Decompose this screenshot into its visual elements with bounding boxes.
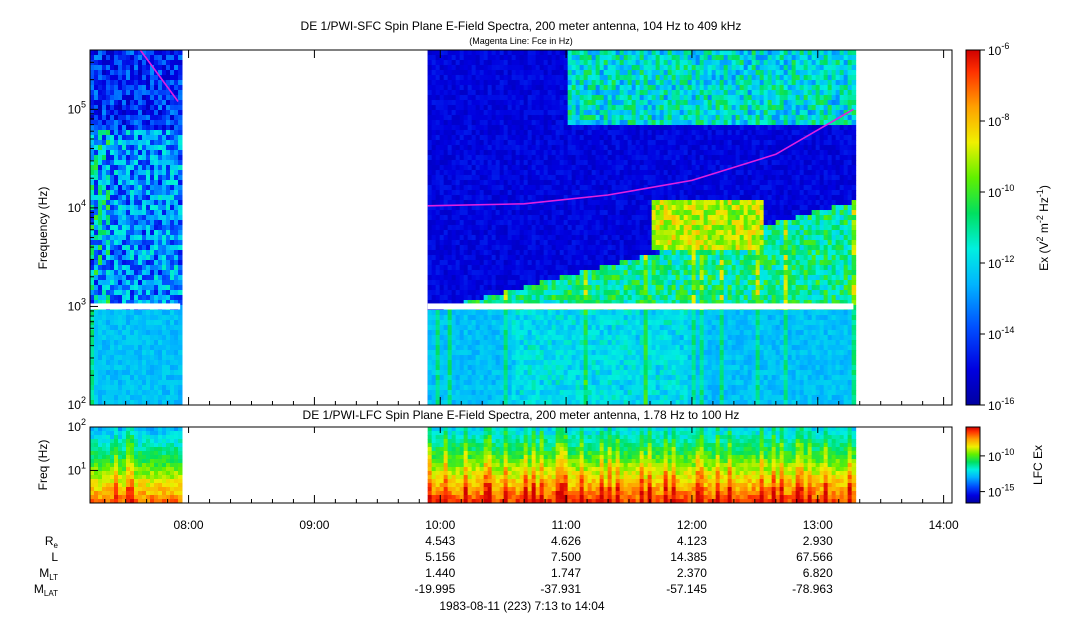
ephemeris-value: 1.747	[551, 566, 581, 580]
sfc-colorbar-tick-label: 10-16	[988, 396, 1014, 413]
sfc-y-tick-label: 105	[68, 99, 86, 116]
sfc-y-tick-label: 103	[68, 296, 86, 313]
lfc-colorbar-tick-label: 10-10	[988, 447, 1014, 464]
x-tick-label: 09:00	[299, 518, 329, 532]
sfc-colorbar-tick-label: 10-14	[988, 325, 1014, 342]
ephemeris-value: 2.930	[803, 534, 833, 548]
chart-subtitle: (Magenta Line: Fce in Hz)	[469, 36, 573, 46]
x-tick-label: 11:00	[552, 518, 581, 532]
ephemeris-value: 5.156	[425, 550, 455, 564]
ephemeris-value: 4.543	[425, 534, 455, 548]
footer-date-range: 1983-08-11 (223) 7:13 to 14:04	[439, 599, 605, 613]
ephemeris-value: -37.931	[540, 582, 581, 596]
x-tick-label: 13:00	[803, 518, 833, 532]
sfc-colorbar-tick-label: 10-8	[988, 112, 1009, 129]
ephemeris-value: 4.123	[677, 534, 707, 548]
sfc-colorbar-tick-label: 10-10	[988, 183, 1014, 200]
ephemeris-row-label: MLAT	[34, 582, 58, 598]
sfc-colorbar-tick-label: 10-12	[988, 254, 1014, 271]
sfc-colorbar	[966, 50, 980, 405]
sfc-colorbar-label: Ex (V2 m-2 Hz-1)	[1035, 185, 1051, 271]
sfc-colorbar-tick-label: 10-6	[988, 41, 1009, 58]
ephemeris-value: -57.145	[666, 582, 707, 596]
x-tick-label: 08:00	[174, 518, 204, 532]
sfc-y-axis-label: Frequency (Hz)	[36, 187, 50, 270]
ephemeris-row-label: Re	[45, 534, 59, 550]
ephemeris-row-label: L	[51, 550, 58, 564]
ephemeris-value: 67.566	[796, 550, 833, 564]
x-tick-label: 10:00	[425, 518, 455, 532]
ephemeris-value: 1.440	[425, 566, 455, 580]
lfc-y-axis-label: Freq (Hz)	[36, 440, 50, 491]
chart-title: DE 1/PWI-SFC Spin Plane E-Field Spectra,…	[301, 19, 742, 33]
lfc-spectrogram-heatmap	[90, 427, 856, 504]
ephemeris-value: 7.500	[551, 550, 581, 564]
ephemeris-value: 4.626	[551, 534, 581, 548]
ephemeris-value: -78.963	[792, 582, 833, 596]
lfc-y-tick-label: 102	[68, 417, 86, 434]
lfc-colorbar-label: LFC Ex	[1031, 445, 1045, 485]
ephemeris-value: 14.385	[670, 550, 707, 564]
lfc-y-tick-label: 101	[68, 460, 86, 477]
lfc-colorbar	[966, 427, 980, 503]
sfc-colorbar-ticks: 10-6 10-8 10-10 10-12 10-14 10-16	[980, 41, 1014, 413]
ephemeris-value: -19.995	[415, 582, 456, 596]
ephemeris-row-label: MLT	[39, 566, 58, 582]
lfc-chart-title: DE 1/PWI-LFC Spin Plane E-Field Spectra,…	[303, 408, 740, 422]
ephemeris-value: 2.370	[677, 566, 707, 580]
sfc-spectrogram-heatmap	[90, 50, 856, 406]
sfc-y-tick-label: 104	[68, 198, 86, 215]
sfc-y-tick-label: 102	[68, 395, 86, 412]
ephemeris-value: 6.820	[803, 566, 833, 580]
lfc-colorbar-ticks: 10-10 10-15	[980, 447, 1014, 500]
x-tick-label: 12:00	[677, 518, 707, 532]
x-tick-label: 14:00	[929, 518, 959, 532]
lfc-colorbar-tick-label: 10-15	[988, 483, 1014, 500]
